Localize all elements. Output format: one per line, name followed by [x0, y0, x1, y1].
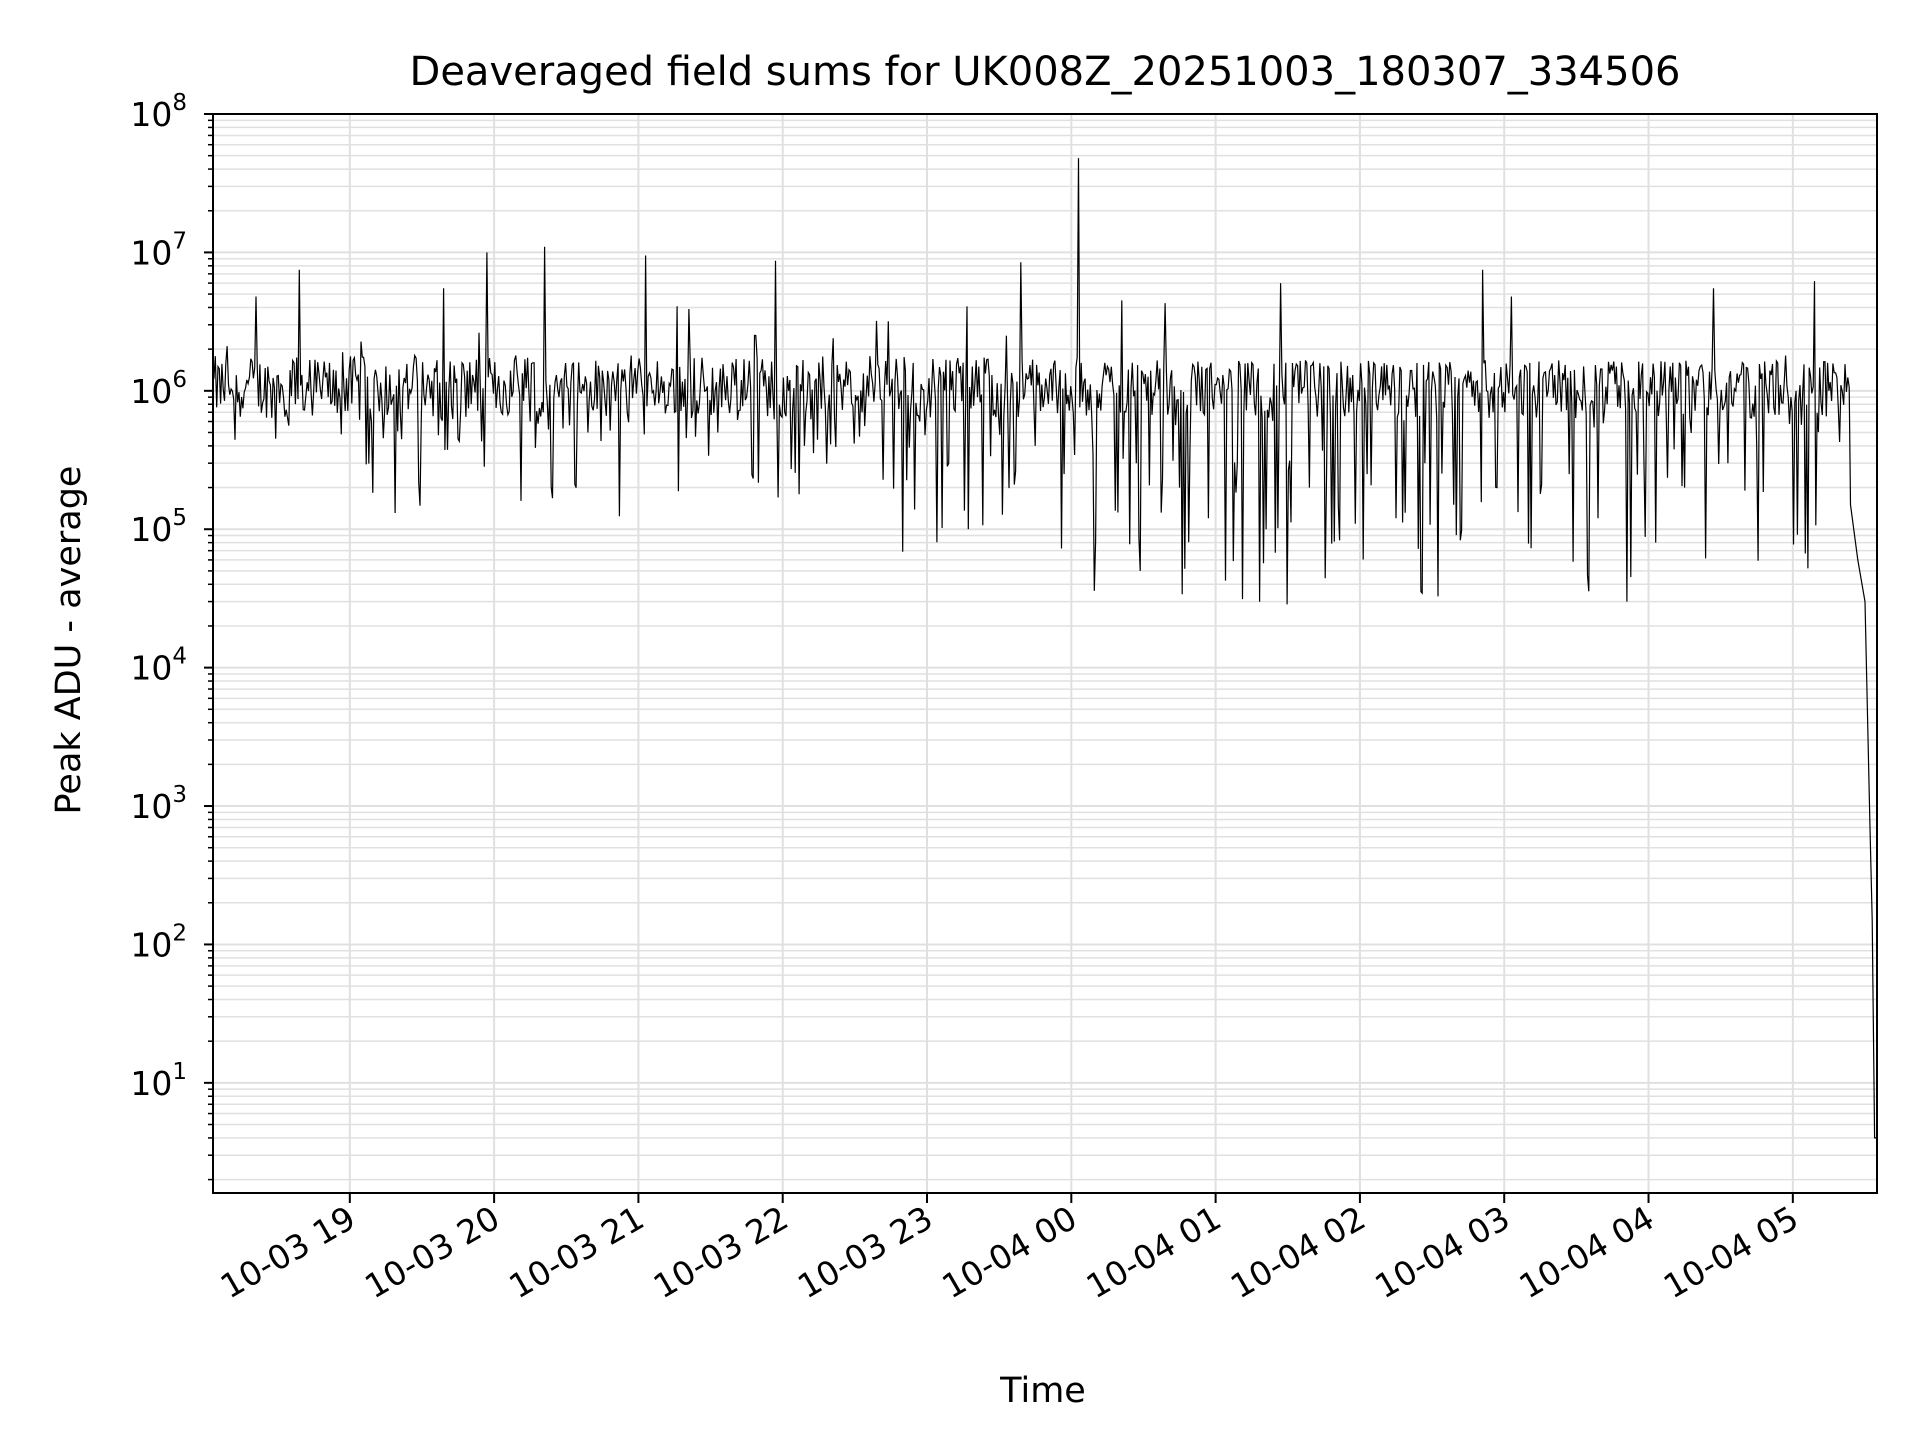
chart-title: Deaveraged field sums for UK008Z_2025100… [410, 49, 1681, 95]
y-tick-label: 103 [130, 782, 187, 826]
series-group [212, 158, 1878, 1139]
y-tick-label: 107 [130, 228, 187, 272]
y-tick-label: 101 [130, 1059, 187, 1103]
minor-gridlines [208, 119, 1877, 1181]
y-tick-label: 105 [130, 505, 187, 549]
y-tick-label: 106 [130, 367, 187, 411]
y-axis-ticks: 101 102 103 104 105 106 107 108 [130, 90, 213, 1103]
y-axis-label: Peak ADU - average [49, 466, 89, 815]
y-tick-label: 108 [130, 90, 187, 134]
x-axis-label: Time [999, 1371, 1086, 1411]
plot-frame [212, 113, 1878, 1194]
y-tick-label: 104 [130, 644, 187, 688]
y-tick-label: 102 [130, 920, 187, 964]
